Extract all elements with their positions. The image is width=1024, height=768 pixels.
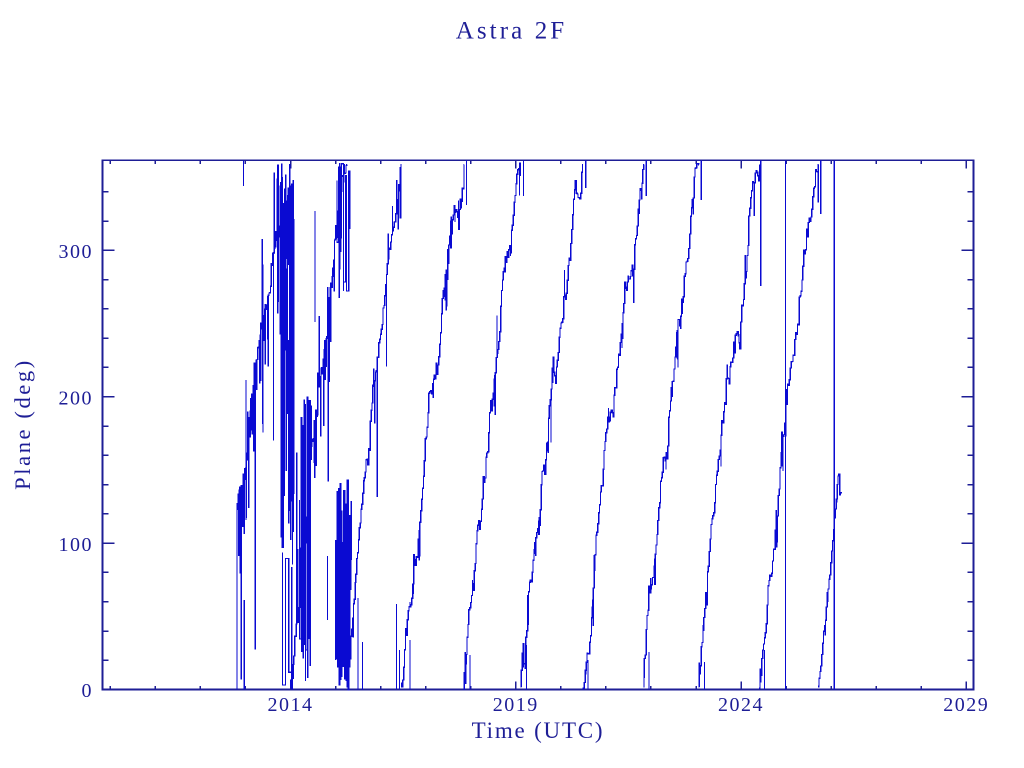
svg-text:2014: 2014 — [268, 694, 314, 716]
svg-text:200: 200 — [59, 387, 94, 409]
svg-text:0: 0 — [82, 680, 94, 702]
svg-text:2024: 2024 — [718, 694, 764, 716]
svg-text:300: 300 — [59, 241, 94, 263]
svg-text:100: 100 — [59, 534, 94, 556]
svg-text:2019: 2019 — [493, 694, 539, 716]
svg-text:Time (UTC): Time (UTC) — [472, 718, 605, 743]
svg-text:Plane (deg): Plane (deg) — [10, 358, 35, 490]
svg-text:2029: 2029 — [943, 694, 989, 716]
svg-text:Astra 2F: Astra 2F — [456, 18, 568, 45]
